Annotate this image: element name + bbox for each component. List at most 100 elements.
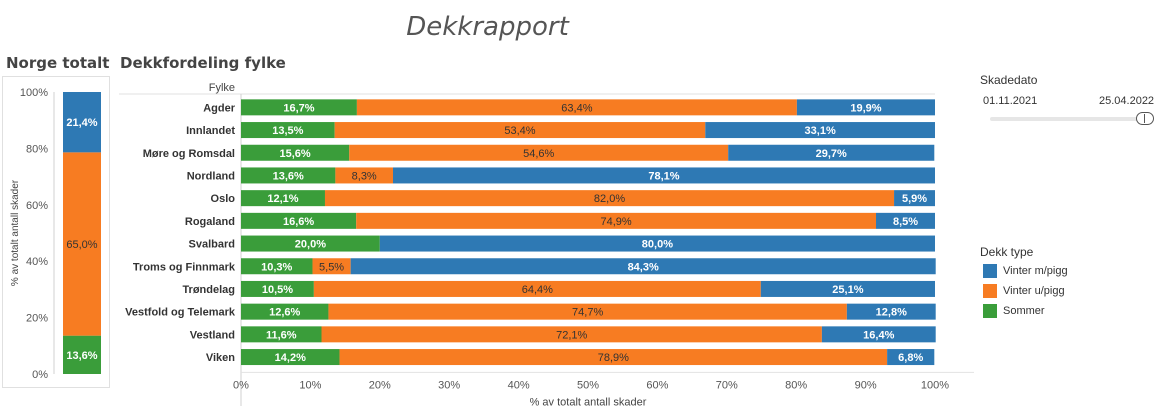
data-label: 13,6% — [66, 350, 97, 362]
data-label: 78,9% — [598, 352, 629, 364]
bar-segment-sommer[interactable] — [241, 235, 380, 252]
data-label: 63,4% — [561, 102, 592, 114]
bar-segment-vinter-m-pigg[interactable] — [63, 92, 101, 153]
bar-segment-vinter-u-pigg[interactable] — [339, 349, 888, 366]
skadedato-label: Skadedato — [980, 73, 1038, 87]
data-label: 8,5% — [893, 216, 918, 228]
category-header: Fylke — [209, 82, 235, 94]
category-label: Oslo — [211, 193, 236, 205]
bar-segment-sommer[interactable] — [241, 326, 322, 343]
bar-segment-vinter-u-pigg[interactable] — [335, 167, 393, 184]
legend-label: Vinter u/pigg — [1003, 285, 1065, 297]
y-tick-label: 0% — [32, 369, 48, 381]
bar-segment-vinter-m-pigg[interactable] — [760, 280, 935, 297]
bar-segment-vinter-u-pigg[interactable] — [328, 303, 847, 320]
bar-segment-vinter-u-pigg[interactable] — [356, 212, 877, 229]
bar-segment-vinter-m-pigg[interactable] — [379, 235, 935, 252]
norge-totalt-panel: 0% 20% 40% 60% 80% 100% % av totalt antall ska… — [2, 76, 110, 388]
data-label: 10,3% — [261, 261, 292, 273]
legend-swatch — [983, 264, 997, 278]
bar-segment-vinter-u-pigg[interactable] — [334, 122, 706, 139]
y-tick-label: 40% — [26, 256, 48, 268]
data-label: 8,3% — [352, 170, 377, 182]
category-label: Troms og Finnmark — [133, 261, 236, 273]
bar-segment-vinter-u-pigg[interactable] — [356, 99, 797, 116]
bar-segment-sommer[interactable] — [241, 122, 335, 139]
data-label: 10,5% — [262, 284, 293, 296]
category-label: Svalbard — [189, 239, 235, 251]
legend-item-vinter-u-pigg[interactable]: Vinter u/pigg — [983, 284, 1065, 298]
x-tick-label: 100% — [921, 379, 949, 391]
bar-segment-vinter-m-pigg[interactable] — [350, 258, 936, 275]
bar-segment-sommer[interactable] — [241, 258, 313, 275]
bar-segment-sommer[interactable] — [241, 167, 336, 184]
category-label: Nordland — [187, 170, 235, 182]
y-tick-label: 100% — [20, 87, 48, 99]
date-range-slider[interactable] — [990, 117, 1150, 121]
category-label: Viken — [206, 352, 235, 364]
bar-segment-sommer[interactable] — [241, 280, 314, 297]
data-label: 13,6% — [273, 170, 304, 182]
data-label: 6,8% — [898, 352, 923, 364]
category-label: Vestland — [190, 329, 235, 341]
data-label: 72,1% — [556, 329, 587, 341]
data-label: 13,5% — [272, 125, 303, 137]
bar-segment-vinter-u-pigg[interactable] — [324, 190, 895, 207]
bar-segment-sommer[interactable] — [241, 99, 357, 116]
legend-item-sommer[interactable]: Sommer — [983, 304, 1045, 318]
bar-segment-sommer[interactable] — [241, 190, 325, 207]
bar-segment-vinter-m-pigg[interactable] — [876, 212, 935, 229]
data-label: 29,7% — [816, 148, 847, 160]
bar-segment-vinter-m-pigg[interactable] — [796, 99, 935, 116]
x-tick-label: 60% — [646, 379, 668, 391]
data-label: 64,4% — [522, 284, 553, 296]
fylke-chart: Fylke 0% 10% 20% 30% 40% 50% 60% 70% 80% 90% 100% % … — [119, 82, 974, 408]
data-label: 33,1% — [805, 125, 836, 137]
category-label: Vestfold og Telemark — [125, 307, 236, 319]
bar-segment-sommer[interactable] — [241, 212, 357, 229]
data-label: 74,9% — [601, 216, 632, 228]
norge-totalt-chart: 0% 20% 40% 60% 80% 100% % av totalt antall ska… — [10, 87, 101, 381]
legend-item-vinter-m-pigg[interactable]: Vinter m/pigg — [983, 264, 1068, 278]
bar-segment-vinter-m-pigg[interactable] — [887, 349, 935, 366]
date-range-slider-handle[interactable] — [1136, 112, 1154, 125]
bar-segment-vinter-m-pigg[interactable] — [705, 122, 935, 139]
bar-segment-sommer[interactable] — [241, 303, 329, 320]
data-label: 19,9% — [850, 102, 881, 114]
category-label: Møre og Romsdal — [143, 148, 235, 160]
bar-segment-vinter-u-pigg[interactable] — [312, 258, 351, 275]
bar-segment-vinter-m-pigg[interactable] — [846, 303, 936, 320]
bar-segment-sommer[interactable] — [241, 349, 340, 366]
data-label: 16,7% — [283, 102, 314, 114]
data-label: 53,4% — [504, 125, 535, 137]
date-from-value: 01.11.2021 — [983, 95, 1038, 107]
bar-segment-vinter-u-pigg[interactable] — [63, 152, 101, 336]
bar-segment-vinter-m-pigg[interactable] — [728, 144, 935, 161]
bar-segment-vinter-m-pigg[interactable] — [894, 190, 935, 207]
data-label: 11,6% — [266, 329, 297, 341]
fylke-chart-title: Dekkfordeling fylke — [120, 54, 286, 72]
date-to-value: 25.04.2022 — [1099, 95, 1155, 107]
legend-title: Dekk type — [980, 245, 1034, 259]
y-axis-label: % av totalt antall skader — [10, 179, 21, 286]
bar-segment-vinter-m-pigg[interactable] — [821, 326, 936, 343]
norge-totalt-title: Norge totalt — [6, 54, 110, 72]
bar-segment-vinter-m-pigg[interactable] — [392, 167, 936, 184]
bar-segment-vinter-u-pigg[interactable] — [313, 280, 761, 297]
bar-segment-vinter-u-pigg[interactable] — [321, 326, 822, 343]
bar-segment-sommer[interactable] — [241, 144, 350, 161]
bar-segment-vinter-u-pigg[interactable] — [349, 144, 729, 161]
legend-swatch — [983, 304, 997, 318]
x-tick-label: 0% — [233, 379, 249, 391]
data-label: 80,0% — [642, 239, 673, 251]
bar-segment-sommer[interactable] — [63, 335, 101, 374]
x-tick-label: 20% — [369, 379, 391, 391]
data-label: 16,4% — [863, 329, 894, 341]
y-tick-label: 20% — [26, 313, 48, 325]
page-title: Dekkrapport — [406, 12, 569, 42]
category-label: Rogaland — [185, 216, 235, 228]
x-tick-label: 40% — [508, 379, 530, 391]
data-label: 25,1% — [832, 284, 863, 296]
data-label: 21,4% — [66, 117, 97, 129]
data-label: 5,5% — [319, 261, 344, 273]
